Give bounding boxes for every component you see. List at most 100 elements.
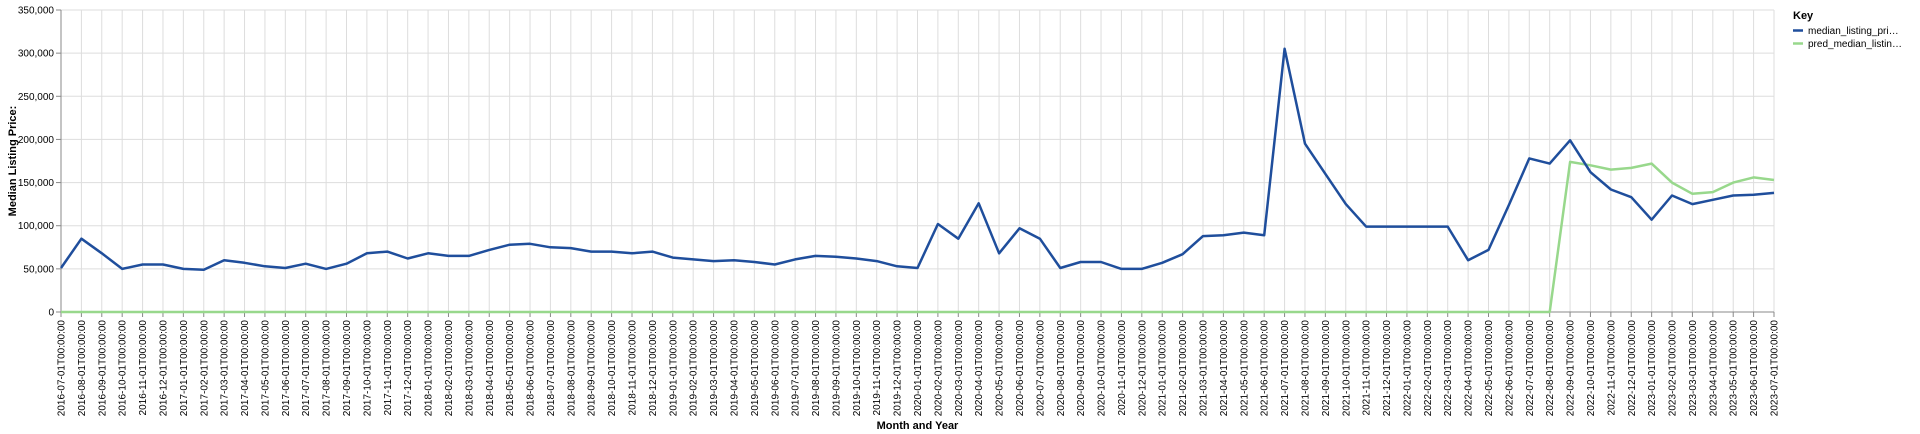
x-tick-label: 2022-03-01T00:00:00 bbox=[1443, 320, 1454, 417]
x-tick-label: 2020-04-01T00:00:00 bbox=[974, 320, 985, 417]
x-tick-label: 2022-07-01T00:00:00 bbox=[1525, 320, 1536, 417]
y-tick-label: 300,000 bbox=[18, 49, 55, 60]
y-tick-label: 50,000 bbox=[23, 264, 54, 275]
x-tick-label: 2021-11-01T00:00:00 bbox=[1362, 320, 1373, 416]
x-tick-label: 2022-11-01T00:00:00 bbox=[1606, 320, 1617, 416]
x-tick-label: 2017-06-01T00:00:00 bbox=[281, 320, 292, 417]
x-tick-label: 2021-04-01T00:00:00 bbox=[1219, 320, 1230, 417]
x-tick-label: 2021-09-01T00:00:00 bbox=[1321, 320, 1332, 417]
y-tick-label: 200,000 bbox=[18, 135, 55, 146]
x-tick-label: 2018-07-01T00:00:00 bbox=[546, 320, 557, 417]
x-tick-label: 2017-02-01T00:00:00 bbox=[199, 320, 210, 417]
y-axis-title: Median Listing Price: bbox=[7, 106, 19, 217]
x-tick-label: 2022-05-01T00:00:00 bbox=[1484, 320, 1495, 417]
x-tick-label: 2023-05-01T00:00:00 bbox=[1729, 320, 1740, 417]
x-tick-label: 2021-07-01T00:00:00 bbox=[1280, 320, 1291, 417]
x-tick-label: 2019-06-01T00:00:00 bbox=[770, 320, 781, 417]
x-tick-label: 2018-01-01T00:00:00 bbox=[424, 320, 435, 417]
x-tick-label: 2021-05-01T00:00:00 bbox=[1239, 320, 1250, 417]
legend-label: median_listing_pri… bbox=[1808, 26, 1899, 37]
x-tick-label: 2018-11-01T00:00:00 bbox=[628, 320, 639, 416]
x-tick-label: 2016-07-01T00:00:00 bbox=[57, 320, 68, 417]
x-tick-label: 2017-12-01T00:00:00 bbox=[403, 320, 414, 417]
x-tick-label: 2021-03-01T00:00:00 bbox=[1199, 320, 1210, 417]
x-tick-label: 2016-08-01T00:00:00 bbox=[77, 320, 88, 417]
x-tick-label: 2022-04-01T00:00:00 bbox=[1464, 320, 1475, 417]
x-tick-label: 2023-03-01T00:00:00 bbox=[1688, 320, 1699, 417]
y-tick-label: 150,000 bbox=[18, 178, 55, 189]
grid bbox=[60, 9, 1775, 313]
x-tick-label: 2020-11-01T00:00:00 bbox=[1117, 320, 1128, 416]
x-tick-label: 2022-10-01T00:00:00 bbox=[1586, 320, 1597, 417]
x-tick-label: 2018-09-01T00:00:00 bbox=[587, 320, 598, 417]
x-tick-label: 2019-11-01T00:00:00 bbox=[872, 320, 883, 416]
x-tick-label: 2019-01-01T00:00:00 bbox=[668, 320, 679, 417]
x-tick-label: 2020-01-01T00:00:00 bbox=[913, 320, 924, 417]
x-tick-label: 2017-08-01T00:00:00 bbox=[322, 320, 333, 417]
x-tick-label: 2018-05-01T00:00:00 bbox=[505, 320, 516, 417]
x-tick-label: 2018-06-01T00:00:00 bbox=[526, 320, 537, 417]
x-tick-label: 2022-08-01T00:00:00 bbox=[1545, 320, 1556, 417]
y-tick-label: 350,000 bbox=[18, 6, 55, 17]
x-tick-label: 2021-08-01T00:00:00 bbox=[1300, 320, 1311, 417]
x-tick-label: 2023-04-01T00:00:00 bbox=[1708, 320, 1719, 417]
x-tick-label: 2019-02-01T00:00:00 bbox=[689, 320, 700, 417]
y-tick-label: 0 bbox=[48, 308, 54, 319]
x-tick-label: 2018-04-01T00:00:00 bbox=[485, 320, 496, 417]
x-tick-label: 2017-09-01T00:00:00 bbox=[342, 320, 353, 417]
x-tick-label: 2016-11-01T00:00:00 bbox=[138, 320, 149, 416]
x-tick-label: 2019-07-01T00:00:00 bbox=[791, 320, 802, 417]
x-tick-label: 2017-11-01T00:00:00 bbox=[383, 320, 394, 416]
x-tick-label: 2019-04-01T00:00:00 bbox=[729, 320, 740, 417]
x-tick-label: 2020-05-01T00:00:00 bbox=[995, 320, 1006, 417]
x-tick-label: 2017-05-01T00:00:00 bbox=[260, 320, 271, 417]
axes: 0 50,000 100,000 150,000 200,000 250,000 300,0… bbox=[18, 6, 1781, 417]
x-tick-label: 2019-09-01T00:00:00 bbox=[831, 320, 842, 417]
x-tick-label: 2020-06-01T00:00:00 bbox=[1015, 320, 1026, 417]
x-tick-label: 2021-06-01T00:00:00 bbox=[1260, 320, 1271, 417]
x-tick-label: 2019-03-01T00:00:00 bbox=[709, 320, 720, 417]
legend: Key median_listing_pri… pred_median_listi… bbox=[1793, 10, 1902, 50]
legend-title: Key bbox=[1793, 10, 1814, 22]
x-tick-label: 2020-10-01T00:00:00 bbox=[1097, 320, 1108, 417]
x-tick-label: 2020-09-01T00:00:00 bbox=[1076, 320, 1087, 417]
x-tick-label: 2016-09-01T00:00:00 bbox=[97, 320, 108, 417]
x-tick-label: 2019-12-01T00:00:00 bbox=[893, 320, 904, 417]
y-tick-label: 100,000 bbox=[18, 221, 55, 232]
x-tick-label: 2022-06-01T00:00:00 bbox=[1504, 320, 1515, 417]
x-tick-label: 2018-12-01T00:00:00 bbox=[648, 320, 659, 417]
x-tick-label: 2023-01-01T00:00:00 bbox=[1647, 320, 1658, 417]
x-tick-label: 2018-08-01T00:00:00 bbox=[566, 320, 577, 417]
x-tick-label: 2022-09-01T00:00:00 bbox=[1566, 320, 1577, 417]
x-tick-label: 2020-12-01T00:00:00 bbox=[1137, 320, 1148, 417]
x-tick-label: 2023-07-01T00:00:00 bbox=[1770, 320, 1781, 417]
x-tick-label: 2020-03-01T00:00:00 bbox=[954, 320, 965, 417]
x-tick-label: 2016-10-01T00:00:00 bbox=[118, 320, 129, 417]
x-tick-label: 2021-01-01T00:00:00 bbox=[1158, 320, 1169, 417]
x-tick-label: 2021-12-01T00:00:00 bbox=[1382, 320, 1393, 417]
legend-label: pred_median_listin… bbox=[1808, 39, 1902, 50]
x-tick-label: 2021-02-01T00:00:00 bbox=[1178, 320, 1189, 417]
x-tick-label: 2017-10-01T00:00:00 bbox=[362, 320, 373, 417]
x-tick-label: 2019-10-01T00:00:00 bbox=[852, 320, 863, 417]
x-tick-label: 2021-10-01T00:00:00 bbox=[1341, 320, 1352, 417]
x-tick-label: 2019-05-01T00:00:00 bbox=[750, 320, 761, 417]
x-tick-label: 2020-07-01T00:00:00 bbox=[1035, 320, 1046, 417]
x-tick-label: 2017-03-01T00:00:00 bbox=[220, 320, 231, 417]
x-tick-label: 2018-03-01T00:00:00 bbox=[464, 320, 475, 417]
series-lines bbox=[59, 47, 1775, 314]
x-tick-label: 2020-08-01T00:00:00 bbox=[1056, 320, 1067, 417]
x-tick-label: 2022-01-01T00:00:00 bbox=[1402, 320, 1413, 417]
x-tick-label: 2022-02-01T00:00:00 bbox=[1423, 320, 1434, 417]
x-tick-label: 2019-08-01T00:00:00 bbox=[811, 320, 822, 417]
x-tick-label: 2018-02-01T00:00:00 bbox=[444, 320, 455, 417]
x-axis-title: Month and Year bbox=[877, 420, 959, 432]
x-tick-label: 2017-01-01T00:00:00 bbox=[179, 320, 190, 417]
x-tick-label: 2023-06-01T00:00:00 bbox=[1749, 320, 1760, 417]
series-line bbox=[61, 160, 1775, 314]
x-tick-label: 2017-07-01T00:00:00 bbox=[301, 320, 312, 417]
x-tick-label: 2018-10-01T00:00:00 bbox=[607, 320, 618, 417]
x-tick-label: 2017-04-01T00:00:00 bbox=[240, 320, 251, 417]
y-tick-label: 250,000 bbox=[18, 92, 55, 103]
